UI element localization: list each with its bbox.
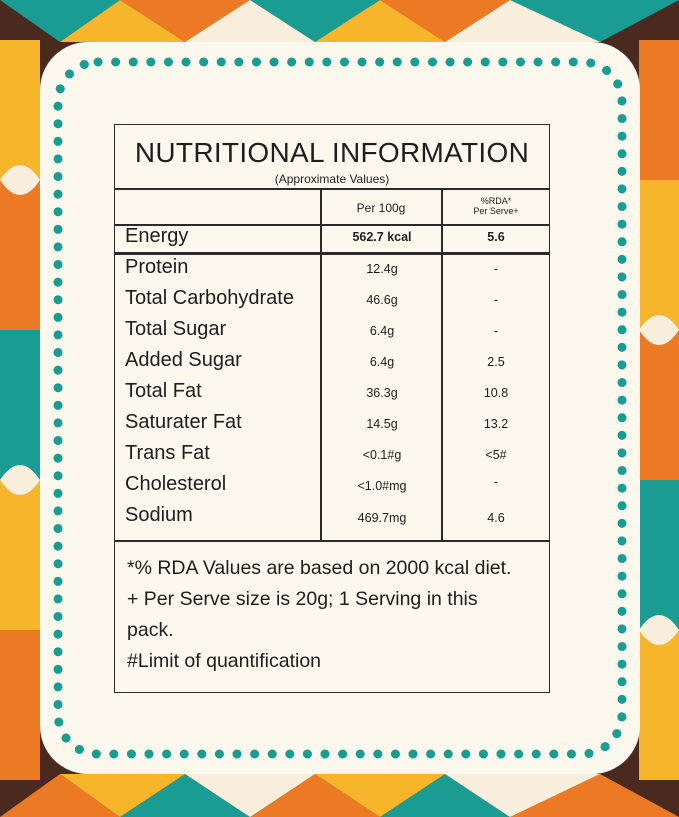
- row-total-fat-per100: 36.3g: [366, 386, 398, 400]
- row-carbohydrate-label: Total Carbohydrate: [125, 287, 294, 309]
- footnote-serve-size: + Per Serve size is 20g; 1 Serving in th…: [127, 588, 478, 610]
- row-sodium-rda: 4.6: [487, 511, 505, 525]
- rule-energy-bottom: [115, 252, 549, 255]
- row-total-sugar-rda: -: [493, 324, 499, 338]
- nutrition-table: NUTRITIONAL INFORMATION (Approximate Val…: [114, 124, 550, 693]
- row-added-sugar-per100: 6.4g: [369, 355, 395, 369]
- footnote-rda: *% RDA Values are based on 2000 kcal die…: [127, 557, 512, 579]
- row-protein-label: Protein: [125, 256, 189, 278]
- row-carbohydrate-per100: 46.6g: [366, 293, 398, 307]
- row-trans-fat-per100: <0.1#g: [362, 448, 402, 462]
- col-header-per100: Per 100g: [356, 201, 406, 215]
- row-total-fat-rda: 10.8: [483, 386, 509, 400]
- col-header-rda-line2: Per Serve+: [473, 206, 519, 216]
- row-cholesterol-label: Cholesterol: [125, 473, 227, 495]
- rule-header-bottom: [115, 224, 549, 226]
- row-saturated-fat-per100: 14.5g: [366, 417, 398, 431]
- row-protein-rda: -: [493, 262, 499, 276]
- row-sodium-per100: 469.7mg: [357, 511, 407, 525]
- row-total-sugar-label: Total Sugar: [125, 318, 227, 340]
- row-energy-per100: 562.7 kcal: [352, 230, 412, 244]
- row-saturated-fat-label: Saturater Fat: [125, 411, 242, 433]
- row-added-sugar-rda: 2.5: [487, 355, 505, 369]
- col-header-rda: %RDA* Per Serve+: [443, 196, 549, 216]
- table-subtitle: (Approximate Values): [274, 172, 390, 186]
- row-cholesterol-per100: <1.0#mg: [357, 479, 407, 493]
- footnote-limit: #Limit of quantification: [127, 650, 322, 672]
- row-added-sugar-label: Added Sugar: [125, 349, 242, 371]
- row-total-fat-label: Total Fat: [125, 380, 202, 402]
- rule-col-1: [320, 188, 322, 540]
- rule-col-2: [441, 188, 443, 540]
- col-header-rda-line1: %RDA*: [480, 196, 512, 206]
- row-saturated-fat-rda: 13.2: [483, 417, 509, 431]
- row-energy-rda: 5.6: [487, 230, 505, 244]
- table-title: NUTRITIONAL INFORMATION: [134, 137, 530, 168]
- rule-table-bottom: [115, 540, 549, 542]
- row-total-sugar-per100: 6.4g: [369, 324, 395, 338]
- row-carbohydrate-rda: -: [493, 293, 499, 307]
- row-trans-fat-label: Trans Fat: [125, 442, 210, 464]
- row-energy-label: Energy: [125, 225, 189, 247]
- footnotes: *% RDA Values are based on 2000 kcal die…: [127, 553, 543, 677]
- row-sodium-label: Sodium: [125, 504, 193, 526]
- footnote-serve-size-cont: pack.: [127, 619, 174, 641]
- row-trans-fat-rda: <5#: [485, 448, 507, 462]
- row-protein-per100: 12.4g: [366, 262, 398, 276]
- row-cholesterol-rda: -: [493, 475, 499, 489]
- rule-header-top: [115, 188, 549, 190]
